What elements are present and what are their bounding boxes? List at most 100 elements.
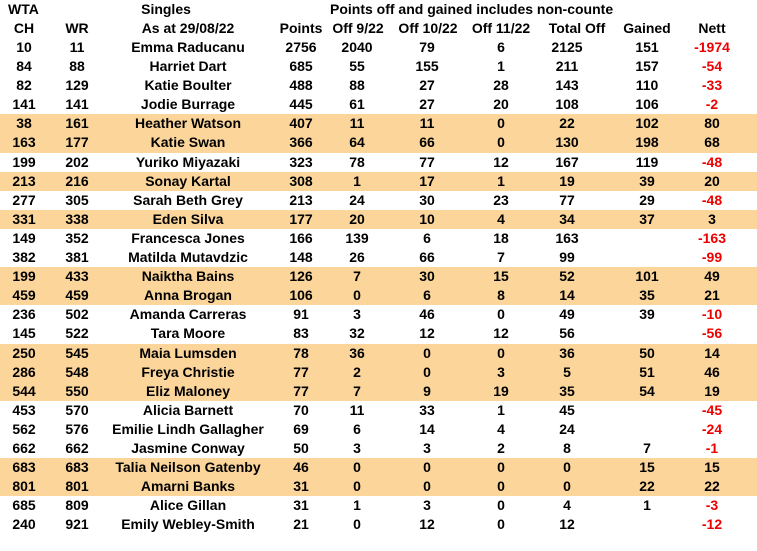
table-row: 801 801 Amarni Banks 31 0 0 0 0 22 22 bbox=[0, 477, 757, 497]
points-cell: 77 bbox=[293, 363, 309, 380]
off-9-cell: 64 bbox=[349, 134, 365, 151]
wr-cell: 545 bbox=[65, 344, 89, 361]
off-9-cell: 7 bbox=[353, 268, 361, 285]
total-off-cell: 163 bbox=[555, 229, 579, 246]
wr-cell: 202 bbox=[65, 153, 89, 170]
player-name-cell: Tara Moore bbox=[150, 325, 226, 342]
ch-cell: 331 bbox=[12, 210, 36, 227]
off-11-cell: 7 bbox=[497, 249, 505, 266]
rankings-table-body: 10 11 Emma Raducanu 2756 2040 79 6 2125 151 -1974… bbox=[0, 38, 757, 534]
off-9-cell: 32 bbox=[349, 325, 365, 342]
off-9-cell: 78 bbox=[349, 153, 365, 170]
player-name-cell: Francesca Jones bbox=[131, 229, 245, 246]
wr-cell: 662 bbox=[65, 439, 89, 456]
gained-cell: 37 bbox=[639, 210, 655, 227]
ch-cell: 199 bbox=[12, 153, 36, 170]
table-row: 240 921 Emily Webley-Smith 21 0 12 0 12 -12 bbox=[0, 515, 757, 534]
off-10-cell: 33 bbox=[419, 401, 435, 418]
player-name-cell: Emma Raducanu bbox=[131, 39, 245, 55]
off-9-cell: 36 bbox=[349, 344, 365, 361]
wr-cell: 576 bbox=[65, 420, 89, 437]
total-off-cell: 130 bbox=[555, 134, 579, 151]
off-11-cell: 8 bbox=[497, 287, 505, 304]
points-cell: 31 bbox=[293, 478, 309, 495]
wr-cell: 177 bbox=[65, 134, 89, 151]
wr-cell: 548 bbox=[65, 363, 89, 380]
wta-label: WTA bbox=[8, 1, 39, 17]
off-9-label: Off 9/22 bbox=[332, 20, 384, 36]
off-10-cell: 66 bbox=[419, 134, 435, 151]
wr-cell: 522 bbox=[65, 325, 89, 342]
nett-cell: -56 bbox=[701, 325, 723, 342]
ch-cell: 236 bbox=[12, 306, 36, 323]
off-10-cell: 30 bbox=[419, 191, 435, 208]
off-9-cell: 61 bbox=[349, 96, 365, 113]
nett-cell: -10 bbox=[701, 306, 723, 323]
points-label: Points bbox=[279, 20, 323, 36]
player-name-cell: Katie Swan bbox=[150, 134, 226, 151]
off-9-cell: 7 bbox=[353, 382, 361, 399]
off-9-cell: 6 bbox=[353, 420, 361, 437]
gained-cell: 29 bbox=[639, 191, 655, 208]
off-10-cell: 27 bbox=[419, 96, 435, 113]
wr-cell: 433 bbox=[65, 268, 89, 285]
player-name-cell: Amanda Carreras bbox=[129, 306, 247, 323]
total-off-label: Total Off bbox=[548, 20, 606, 36]
player-name-cell: Sonay Kartal bbox=[145, 172, 231, 189]
wr-cell: 216 bbox=[65, 172, 89, 189]
off-10-cell: 30 bbox=[419, 268, 435, 285]
table-row: 683 683 Talia Neilson Gatenby 46 0 0 0 0 15 15 bbox=[0, 458, 757, 478]
table-row: 459 459 Anna Brogan 106 0 6 8 14 35 21 bbox=[0, 286, 757, 306]
off-11-cell: 1 bbox=[497, 401, 505, 418]
off-9-cell: 2 bbox=[353, 363, 361, 380]
off-11-cell: 0 bbox=[497, 497, 505, 514]
ch-cell: 382 bbox=[12, 249, 36, 266]
points-cell: 308 bbox=[289, 172, 313, 189]
player-name-cell: Talia Neilson Gatenby bbox=[115, 459, 261, 476]
off-11-cell: 0 bbox=[497, 516, 505, 533]
off-11-cell: 0 bbox=[497, 478, 505, 495]
off-9-cell: 0 bbox=[353, 516, 361, 533]
table-row: 685 809 Alice Gillan 31 1 3 0 4 1 -3 bbox=[0, 496, 757, 515]
table-row: 213 216 Sonay Kartal 308 1 17 1 19 39 20 bbox=[0, 171, 757, 191]
player-name-cell: Jasmine Conway bbox=[131, 439, 245, 456]
off-11-cell: 15 bbox=[493, 268, 509, 285]
ch-label: CH bbox=[13, 20, 35, 36]
table-row: 38 161 Heather Watson 407 11 11 0 22 102 80 bbox=[0, 114, 757, 134]
player-name-cell: Alicia Barnett bbox=[142, 401, 234, 418]
gained-cell: 39 bbox=[639, 172, 655, 189]
off-11-cell: 0 bbox=[497, 115, 505, 132]
off-9-cell: 0 bbox=[353, 287, 361, 304]
ch-cell: 662 bbox=[12, 439, 36, 456]
gained-cell: 1 bbox=[643, 497, 651, 514]
off-10-cell: 3 bbox=[423, 497, 431, 514]
ch-cell: 141 bbox=[12, 96, 36, 113]
total-off-cell: 211 bbox=[555, 58, 579, 75]
points-cell: 366 bbox=[289, 134, 313, 151]
off-11-cell: 6 bbox=[497, 39, 505, 55]
points-cell: 126 bbox=[289, 268, 313, 285]
table-row: 331 338 Eden Silva 177 20 10 4 34 37 3 bbox=[0, 209, 757, 229]
ch-cell: 84 bbox=[16, 58, 32, 75]
points-cell: 2756 bbox=[285, 39, 317, 55]
off-10-label: Off 10/22 bbox=[398, 20, 458, 36]
total-off-cell: 35 bbox=[559, 382, 575, 399]
off-11-cell: 20 bbox=[493, 96, 509, 113]
player-name-cell: Harriet Dart bbox=[149, 58, 227, 75]
table-row: 382 381 Matilda Mutavdzic 148 26 66 7 99 -99 bbox=[0, 248, 757, 267]
off-11-cell: 1 bbox=[497, 172, 505, 189]
off-11-cell: 0 bbox=[497, 459, 505, 476]
points-cell: 106 bbox=[289, 287, 313, 304]
points-cell: 21 bbox=[293, 516, 309, 533]
nett-cell: -2 bbox=[705, 96, 719, 113]
total-off-cell: 56 bbox=[559, 325, 575, 342]
wr-cell: 683 bbox=[65, 459, 89, 476]
total-off-cell: 49 bbox=[559, 306, 575, 323]
nett-cell: -54 bbox=[701, 58, 723, 75]
off-10-cell: 6 bbox=[423, 287, 431, 304]
points-cell: 407 bbox=[289, 115, 313, 132]
nett-cell: 80 bbox=[704, 115, 720, 132]
gained-cell: 7 bbox=[643, 439, 651, 456]
off-9-cell: 88 bbox=[349, 77, 365, 94]
gained-cell: 101 bbox=[635, 268, 659, 285]
